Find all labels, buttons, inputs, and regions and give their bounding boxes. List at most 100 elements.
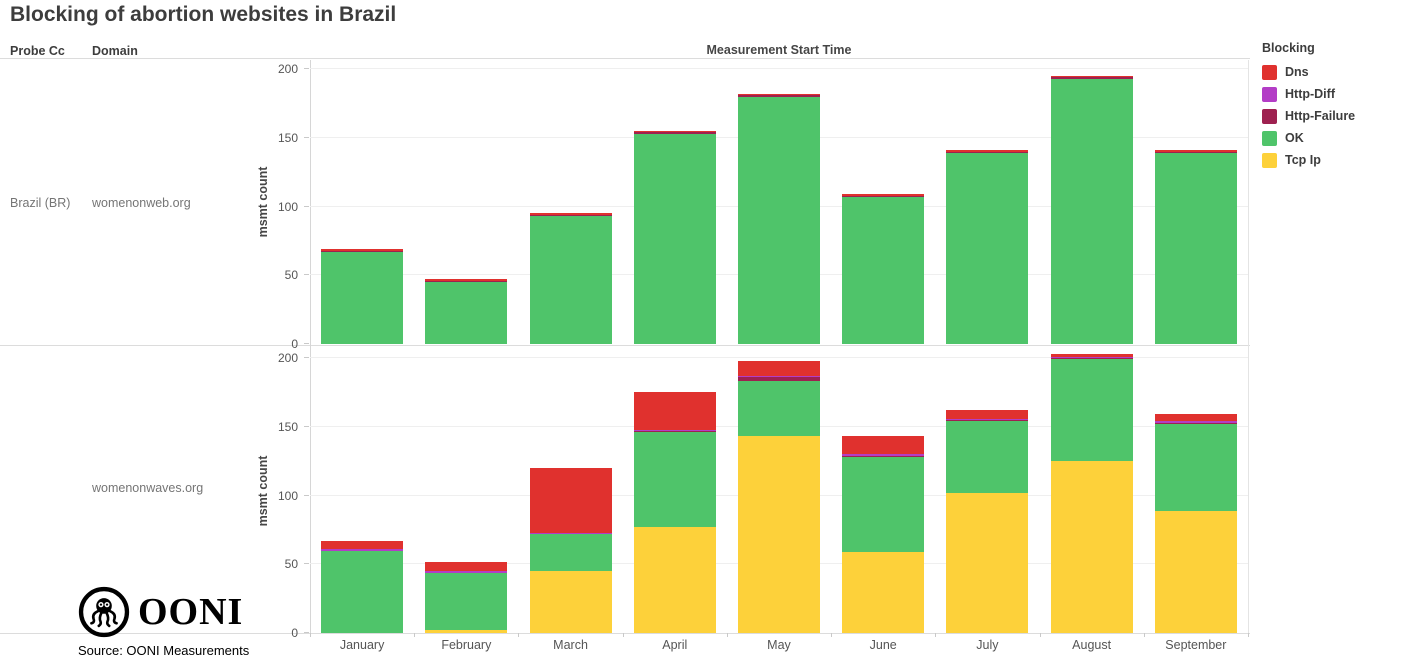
y-tick-mark — [304, 343, 309, 344]
bar-segment-http-diff[interactable] — [425, 571, 508, 573]
bar-segment-dns[interactable] — [1050, 353, 1133, 357]
bar-segment-http-failure[interactable] — [633, 132, 716, 134]
bar-segment-http-diff[interactable] — [737, 375, 820, 378]
legend-item-http-failure[interactable]: Http-Failure — [1262, 105, 1412, 127]
legend-item-ok[interactable]: OK — [1262, 127, 1412, 149]
source-attribution: Source: OONI Measurements — [78, 643, 250, 658]
bar-segment-ok[interactable] — [529, 534, 612, 572]
bar-segment-ok[interactable] — [529, 216, 612, 344]
bar-segment-dns[interactable] — [321, 249, 404, 251]
bar-segment-http-failure[interactable] — [842, 195, 925, 197]
bar-segment-http-failure[interactable] — [1050, 77, 1133, 79]
y-tick-label: 100 — [277, 488, 298, 503]
bar-segment-ok[interactable] — [321, 251, 404, 344]
x-axis-tick-labels: January February March April May June July Augu… — [310, 638, 1248, 652]
bar-segment-dns[interactable] — [425, 279, 508, 281]
bar-segment-dns[interactable] — [946, 410, 1029, 419]
bar-march — [518, 349, 622, 633]
bar-segment-ok[interactable] — [1050, 78, 1133, 344]
bar-segment-ok[interactable] — [737, 381, 820, 437]
bar-segment-tcp-ip[interactable] — [946, 492, 1029, 633]
legend-item-label: Tcp Ip — [1285, 153, 1321, 167]
bar-segment-http-failure[interactable] — [737, 377, 820, 382]
bar-segment-dns[interactable] — [1050, 75, 1133, 78]
bar-segment-http-diff[interactable] — [529, 532, 612, 534]
bar-segment-http-failure[interactable] — [633, 430, 716, 433]
bar-segment-dns[interactable] — [842, 436, 925, 455]
bar-segment-dns[interactable] — [321, 540, 404, 550]
y-tick-mark — [304, 425, 309, 427]
bar-segment-dns[interactable] — [633, 392, 716, 430]
bar-segment-dns[interactable] — [842, 194, 925, 196]
bar-segment-http-failure[interactable] — [737, 95, 820, 97]
bar-segment-http-failure[interactable] — [425, 280, 508, 283]
bar-segment-ok[interactable] — [633, 432, 716, 528]
stacked-bar — [1154, 414, 1237, 633]
bar-segment-http-diff[interactable] — [633, 429, 716, 431]
bar-segment-dns[interactable] — [737, 360, 820, 376]
bar-segment-dns[interactable] — [529, 213, 612, 215]
row-label-domain-womenonweb: womenonweb.org — [92, 196, 191, 210]
x-tick-mark — [831, 633, 833, 637]
bar-segment-ok[interactable] — [737, 96, 820, 344]
x-tick-mark — [1248, 633, 1249, 637]
bar-segment-tcp-ip[interactable] — [842, 551, 925, 633]
y-tick-label: 0 — [291, 337, 298, 351]
legend-item-dns[interactable]: Dns — [1262, 61, 1412, 83]
bar-segment-ok[interactable] — [425, 282, 508, 344]
bar-may — [727, 349, 831, 633]
bar-segment-dns[interactable] — [633, 130, 716, 133]
x-tick-mark — [935, 633, 937, 637]
y-tick-label: 200 — [277, 62, 298, 76]
bar-segment-http-failure[interactable] — [1154, 151, 1237, 153]
bar-segment-ok[interactable] — [842, 457, 925, 552]
y-tick-mark — [304, 274, 309, 276]
bar-september — [1144, 60, 1248, 344]
stacked-bar — [1050, 75, 1133, 344]
bar-segment-dns[interactable] — [946, 150, 1029, 152]
bar-segment-tcp-ip[interactable] — [425, 630, 508, 633]
bar-segment-ok[interactable] — [425, 572, 508, 631]
bar-may — [727, 60, 831, 344]
bar-segment-http-diff[interactable] — [1050, 356, 1133, 358]
bar-segment-dns[interactable] — [1154, 150, 1237, 152]
x-tick-label-august: August — [1072, 638, 1112, 652]
bar-segment-http-failure[interactable] — [1154, 422, 1237, 424]
bar-segment-dns[interactable] — [737, 93, 820, 96]
legend-item-tcp ip[interactable]: Tcp Ip — [1262, 149, 1412, 171]
bar-segment-http-failure[interactable] — [842, 455, 925, 457]
bar-segment-ok[interactable] — [1154, 152, 1237, 344]
bar-segment-http-diff[interactable] — [842, 454, 925, 456]
bar-july — [935, 60, 1039, 344]
x-tick-mark — [414, 633, 416, 637]
bar-segment-tcp-ip[interactable] — [529, 571, 612, 633]
bar-august — [1040, 349, 1144, 633]
legend-item-http-diff[interactable]: Http-Diff — [1262, 83, 1412, 105]
bar-segment-http-failure[interactable] — [321, 250, 404, 252]
bar-segment-tcp-ip[interactable] — [1050, 461, 1133, 633]
bar-segment-ok[interactable] — [633, 133, 716, 344]
bar-segment-http-diff[interactable] — [1154, 421, 1237, 423]
bar-segment-dns[interactable] — [1154, 414, 1237, 422]
x-tick-mark — [1039, 633, 1041, 637]
bar-segment-http-diff[interactable] — [321, 549, 404, 551]
bar-segment-tcp-ip[interactable] — [737, 436, 820, 633]
bar-segment-tcp-ip[interactable] — [633, 527, 716, 633]
bar-segment-ok[interactable] — [842, 196, 925, 344]
bar-segment-http-diff[interactable] — [946, 418, 1029, 420]
bar-segment-ok[interactable] — [946, 421, 1029, 493]
bar-segment-dns[interactable] — [529, 468, 612, 533]
bar-segment-ok[interactable] — [321, 550, 404, 633]
bar-february — [414, 60, 518, 344]
bar-segment-dns[interactable] — [425, 561, 508, 572]
bar-segment-ok[interactable] — [1154, 424, 1237, 511]
bar-segment-http-failure[interactable] — [946, 419, 1029, 422]
bar-segment-ok[interactable] — [946, 152, 1029, 344]
bar-segment-ok[interactable] — [1050, 359, 1133, 462]
row-label-probe-cc: Brazil (BR) — [10, 196, 71, 210]
bar-segment-http-failure[interactable] — [529, 214, 612, 217]
bar-segment-http-failure[interactable] — [1050, 358, 1133, 360]
bar-june — [831, 60, 935, 344]
bar-segment-http-failure[interactable] — [946, 151, 1029, 153]
bar-segment-tcp-ip[interactable] — [1154, 510, 1237, 633]
